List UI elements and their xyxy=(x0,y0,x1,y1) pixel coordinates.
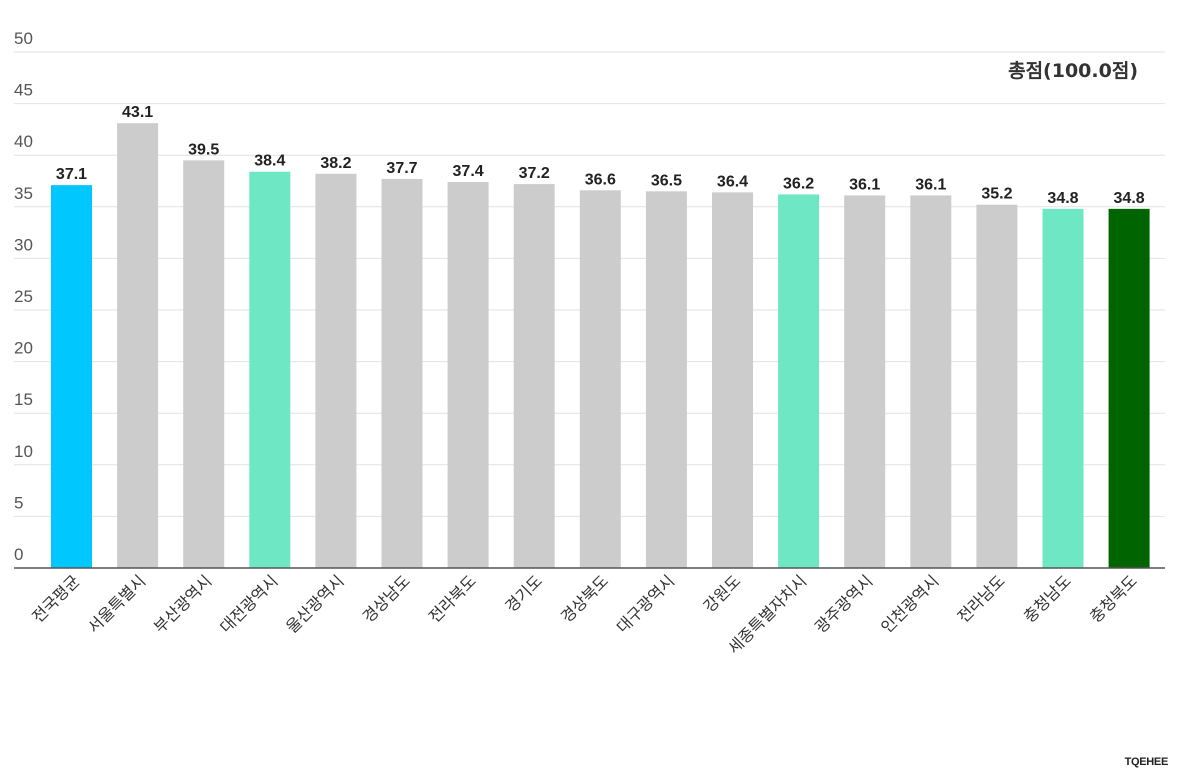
data-label: 36.2 xyxy=(783,175,814,192)
data-label: 37.4 xyxy=(453,163,484,180)
y-tick-label: 10 xyxy=(14,442,33,461)
y-axis-ticks: 0 5 10 15 20 25 30 35 40 45 50 xyxy=(14,29,33,564)
x-tick-label: 인천광역시 xyxy=(877,571,942,636)
bar xyxy=(712,192,753,569)
x-tick-label: 울산광역시 xyxy=(282,571,347,636)
data-label: 37.7 xyxy=(386,160,417,177)
data-label: 36.4 xyxy=(717,173,748,190)
data-label: 36.5 xyxy=(651,172,682,189)
data-label: 43.1 xyxy=(122,104,153,121)
data-label: 34.8 xyxy=(1047,190,1078,207)
bar xyxy=(645,191,687,568)
bar xyxy=(1042,208,1084,568)
x-tick-label: 경기도 xyxy=(501,571,546,616)
bar xyxy=(579,190,621,568)
x-tick-label: 전라북도 xyxy=(425,571,480,626)
data-label: 37.2 xyxy=(519,165,550,182)
x-tick-label: 대전광역시 xyxy=(216,571,281,636)
x-tick-label: 부산광역시 xyxy=(150,571,215,636)
x-tick-label: 전국평균 xyxy=(28,571,83,626)
y-tick-label: 35 xyxy=(14,184,33,203)
x-tick-label: 대구광역시 xyxy=(613,571,678,636)
x-tick-label: 충청북도 xyxy=(1086,571,1141,626)
bar xyxy=(249,171,291,568)
bar xyxy=(117,123,159,568)
bar xyxy=(1108,208,1150,568)
data-label: 38.2 xyxy=(320,155,351,172)
data-label: 35.2 xyxy=(981,186,1012,203)
data-label: 37.1 xyxy=(56,166,87,183)
y-tick-label: 25 xyxy=(14,287,33,306)
data-labels: 37.1 43.1 39.5 38.4 38.2 37.7 37.4 37.2 36.6 36.5… xyxy=(56,104,1145,207)
x-tick-label: 경상남도 xyxy=(359,571,414,626)
data-label: 38.4 xyxy=(254,153,285,170)
bar xyxy=(910,195,952,568)
bar xyxy=(381,178,423,568)
brand-logo: TQEHEE xyxy=(1124,756,1169,768)
x-tick-label: 강원도 xyxy=(700,571,745,616)
x-tick-label: 전라남도 xyxy=(954,571,1009,626)
chart-title: 총점(100.0점) xyxy=(1008,60,1138,82)
x-tick-label: 충청남도 xyxy=(1020,571,1075,626)
bar xyxy=(513,184,555,568)
y-tick-label: 20 xyxy=(14,339,33,358)
bar xyxy=(315,173,357,568)
bars xyxy=(51,123,1150,569)
x-tick-label: 광주광역시 xyxy=(811,571,876,636)
bar xyxy=(976,204,1018,568)
y-tick-label: 15 xyxy=(14,390,33,409)
bar xyxy=(183,160,225,569)
y-tick-label: 5 xyxy=(14,493,23,512)
bar xyxy=(447,182,489,569)
y-tick-label: 30 xyxy=(14,235,33,254)
x-tick-label: 경상북도 xyxy=(557,571,612,626)
data-label: 36.1 xyxy=(915,176,946,193)
y-tick-label: 50 xyxy=(14,29,33,48)
bar xyxy=(778,194,820,568)
data-label: 36.6 xyxy=(585,171,616,188)
y-tick-label: 40 xyxy=(14,132,33,151)
data-label: 39.5 xyxy=(188,141,219,158)
y-tick-label: 0 xyxy=(14,545,23,564)
y-tick-label: 45 xyxy=(14,81,33,100)
data-label: 34.8 xyxy=(1114,190,1145,207)
bar xyxy=(844,195,886,568)
x-tick-label: 서울특별시 xyxy=(84,571,149,636)
data-label: 36.1 xyxy=(849,176,880,193)
bar xyxy=(51,185,92,569)
x-axis-labels: 전국평균 서울특별시 부산광역시 대전광역시 울산광역시 경상남도 전라북도 경기도 경상북도 대… xyxy=(28,571,1141,657)
